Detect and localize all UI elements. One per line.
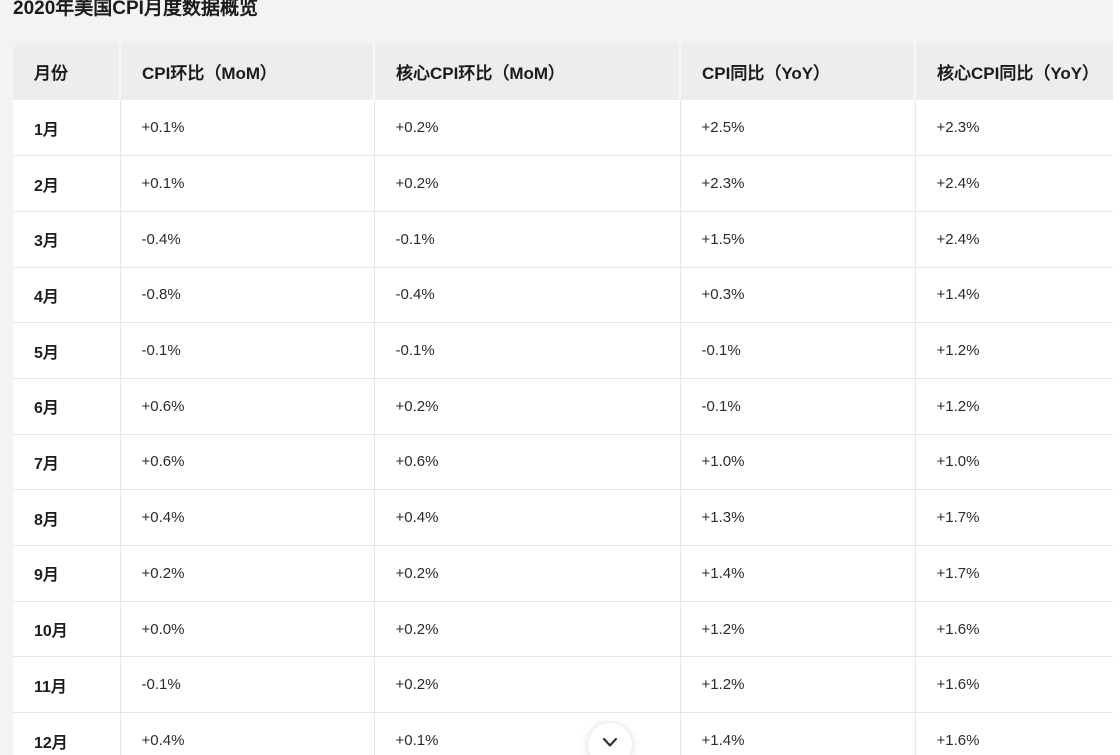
month-cell: 1月 [13,100,120,156]
value-cell: +2.3% [914,100,1113,156]
value-cell: +1.5% [679,210,915,268]
value-cell: +1.6% [914,656,1113,713]
value-cell: +1.2% [679,600,915,657]
month-cell: 12月 [13,712,120,755]
table-row: 1月 +0.1% +0.2% +2.5% +2.3% [13,100,1113,156]
expand-table-button[interactable] [588,723,632,755]
table-row: 11月 -0.1% +0.2% +1.2% +1.6% [13,656,1113,713]
scrollbar-gutter [1113,0,1120,755]
value-cell: +1.4% [679,545,915,602]
value-cell: +1.7% [914,545,1113,602]
table-row: 6月 +0.6% +0.2% -0.1% +1.2% [13,377,1113,435]
value-cell: +2.4% [914,155,1113,212]
table-row: 8月 +0.4% +0.4% +1.3% +1.7% [13,489,1113,546]
value-cell: +1.0% [914,433,1113,490]
value-cell: +0.0% [119,600,374,657]
value-cell: +0.4% [373,489,680,546]
value-cell: +2.5% [679,100,915,156]
value-cell: +0.1% [119,155,374,212]
table-row: 4月 -0.8% -0.4% +0.3% +1.4% [13,266,1113,323]
value-cell: +0.2% [373,377,680,435]
value-cell: -0.1% [373,210,680,268]
value-cell: +0.4% [119,489,374,546]
value-cell: +1.0% [679,433,915,490]
value-cell: -0.1% [373,322,680,379]
value-cell: +0.2% [373,100,680,156]
month-cell: 4月 [13,266,120,323]
table-row: 10月 +0.0% +0.2% +1.2% +1.6% [13,600,1113,657]
value-cell: +0.4% [119,712,374,755]
value-cell: +0.1% [373,712,680,755]
month-cell: 11月 [13,656,120,713]
cpi-table-card: 月份 CPI环比（MoM） 核心CPI环比（MoM） CPI同比（YoY） 核心… [13,43,1113,755]
value-cell: +1.2% [914,377,1113,435]
month-cell: 5月 [13,322,120,379]
value-cell: +0.1% [119,100,374,156]
month-cell: 7月 [13,433,120,490]
value-cell: +0.2% [373,600,680,657]
value-cell: +1.4% [679,712,915,755]
table-header-row: 月份 CPI环比（MoM） 核心CPI环比（MoM） CPI同比（YoY） 核心… [13,43,1113,100]
month-cell: 10月 [13,600,120,657]
value-cell: +2.3% [679,155,915,212]
value-cell: +1.6% [914,712,1113,755]
value-cell: +0.2% [373,545,680,602]
value-cell: +0.6% [119,433,374,490]
value-cell: -0.4% [373,266,680,323]
value-cell: -0.1% [679,322,915,379]
value-cell: -0.1% [679,377,915,435]
chevron-down-icon [602,737,618,747]
table-row: 9月 +0.2% +0.2% +1.4% +1.7% [13,545,1113,602]
column-header-month: 月份 [13,43,120,100]
value-cell: +1.2% [914,322,1113,379]
value-cell: +1.6% [914,600,1113,657]
cpi-table: 月份 CPI环比（MoM） 核心CPI环比（MoM） CPI同比（YoY） 核心… [13,43,1113,755]
value-cell: +0.2% [373,155,680,212]
value-cell: +0.6% [119,377,374,435]
table-row: 5月 -0.1% -0.1% -0.1% +1.2% [13,322,1113,379]
table-row: 3月 -0.4% -0.1% +1.5% +2.4% [13,210,1113,268]
table-row: 7月 +0.6% +0.6% +1.0% +1.0% [13,433,1113,490]
column-header-cpi-mom: CPI环比（MoM） [119,43,374,100]
value-cell: -0.8% [119,266,374,323]
column-header-core-cpi-yoy: 核心CPI同比（YoY） [914,43,1113,100]
value-cell: +1.2% [679,656,915,713]
month-cell: 6月 [13,377,120,435]
value-cell: +0.2% [119,545,374,602]
value-cell: -0.1% [119,322,374,379]
value-cell: +1.4% [914,266,1113,323]
table-row: 12月 +0.4% +0.1% +1.4% +1.6% [13,712,1113,755]
value-cell: +0.2% [373,656,680,713]
month-cell: 3月 [13,210,120,268]
column-header-cpi-yoy: CPI同比（YoY） [679,43,915,100]
column-header-core-cpi-mom: 核心CPI环比（MoM） [373,43,680,100]
value-cell: +2.4% [914,210,1113,268]
month-cell: 2月 [13,155,120,212]
table-row: 2月 +0.1% +0.2% +2.3% +2.4% [13,155,1113,212]
month-cell: 8月 [13,489,120,546]
value-cell: -0.1% [119,656,374,713]
month-cell: 9月 [13,545,120,602]
value-cell: -0.4% [119,210,374,268]
value-cell: +0.6% [373,433,680,490]
value-cell: +0.3% [679,266,915,323]
value-cell: +1.3% [679,489,915,546]
value-cell: +1.7% [914,489,1113,546]
page-title: 2020年美国CPI月度数据概览 [13,0,258,19]
